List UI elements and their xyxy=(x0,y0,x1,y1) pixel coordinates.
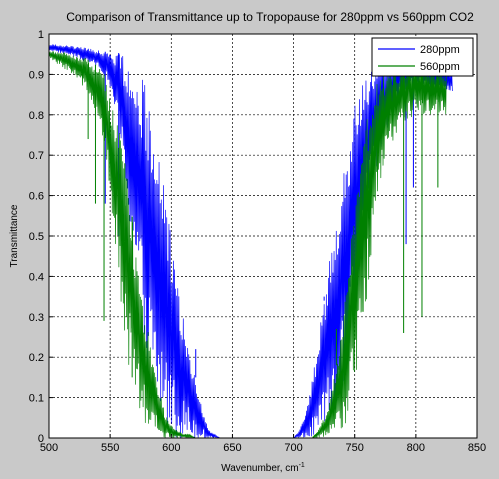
y-tick-label: 0.4 xyxy=(29,271,44,283)
y-tick-label: 0.8 xyxy=(29,110,44,122)
x-tick-label: 750 xyxy=(346,442,364,454)
x-tick-label: 700 xyxy=(284,442,302,454)
legend-label-280ppm: 280ppm xyxy=(420,44,460,56)
legend-box xyxy=(371,37,474,77)
y-tick-label: 0.5 xyxy=(29,231,44,243)
tick-labels: 500 550 600 650 700 750 800 850 0 0.1 0.2 0.3 0.4 0.5… xyxy=(29,29,486,454)
y-tick-label: 0.7 xyxy=(29,150,44,162)
x-axis-title-text: Wavenumber, cm xyxy=(221,463,298,474)
y-tick-label: 0.6 xyxy=(29,191,44,203)
x-tick-label: 850 xyxy=(468,442,486,454)
chart-title: Comparison of Transmittance up to Tropop… xyxy=(66,10,474,24)
y-axis-title: Transmittance xyxy=(9,204,20,267)
x-tick-label: 550 xyxy=(101,442,119,454)
legend-label-560ppm: 560ppm xyxy=(420,61,460,73)
y-tick-label: 0.2 xyxy=(29,352,44,364)
x-tick-label: 500 xyxy=(40,442,58,454)
x-axis-title-superscript: -1 xyxy=(299,462,305,469)
legend: 280ppm 560ppm xyxy=(371,37,474,77)
y-tick-label: 0.3 xyxy=(29,312,44,324)
x-axis-title: Wavenumber, cm-1 xyxy=(221,462,305,474)
y-tick-label: 0.1 xyxy=(29,393,44,405)
y-tick-label: 0 xyxy=(38,433,44,445)
x-tick-label: 650 xyxy=(223,442,241,454)
y-tick-label: 1 xyxy=(38,29,44,41)
x-tick-label: 600 xyxy=(162,442,180,454)
y-tick-label: 0.9 xyxy=(29,69,44,81)
x-tick-label: 800 xyxy=(407,442,425,454)
